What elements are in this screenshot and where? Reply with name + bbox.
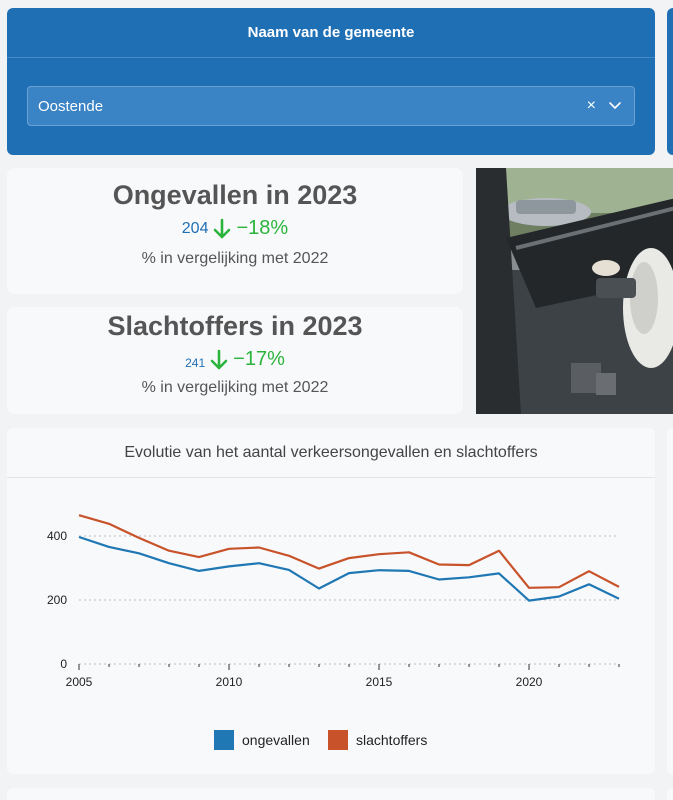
victims-value: 241 [185,355,206,370]
evolution-chart-card: Evolutie van het aantal verkeersongevall… [7,428,655,774]
victims-change: −17% [233,348,285,370]
victims-stat-line: 241 −17% [7,348,463,371]
adjacent-card-edge [667,8,673,155]
accidents-title: Ongevallen in 2023 [112,180,358,210]
victims-title: Slachtoffers in 2023 [107,311,363,341]
chart-title: Evolutie van het aantal verkeersongevall… [7,428,655,478]
chevron-down-icon[interactable] [608,98,622,112]
accidents-stat-line: 204 −18% [7,217,463,240]
series-line-ongevallen [78,535,620,602]
municipality-card-header: Naam van de gemeente [7,8,655,58]
accidents-stat-card: Ongevallen in 2023 204 −18% % in vergeli… [7,168,463,294]
line-chart: 0 200 400 2005 2010 2015 2020 ongevallen slachto… [47,514,620,750]
legend-label-slachtoffers: slachtoffers [356,732,427,748]
adjacent-card-edge [667,788,673,800]
legend-swatch-ongevallen [214,730,234,750]
arrow-down-icon [214,218,231,238]
next-card [7,788,655,800]
accidents-subtitle: % in vergelijking met 2022 [141,250,329,267]
accidents-value: 204 [181,219,209,237]
series-line-slachtoffers [78,514,620,589]
x-tick-label: 2020 [516,675,543,689]
legend-label-ongevallen: ongevallen [242,732,310,748]
x-tick-label: 2010 [216,675,243,689]
accidents-change: −18% [236,217,289,239]
y-tick-label: 400 [47,529,67,543]
adjacent-card-edge [667,428,673,774]
victims-stat-card: Slachtoffers in 2023 241 −17% % in verge… [7,307,463,414]
close-icon[interactable]: × [586,97,596,114]
victims-subtitle: % in vergelijking met 2022 [141,379,329,396]
y-tick-label: 200 [47,593,67,607]
municipality-select[interactable]: Oostende × [27,86,635,126]
x-tick-label: 2005 [66,675,93,689]
municipality-card: Naam van de gemeente Oostende × [7,8,655,155]
y-tick-label: 0 [60,657,67,671]
car-crash-photo [476,168,673,414]
x-tick-label: 2015 [366,675,393,689]
municipality-select-value: Oostende [38,97,104,115]
legend-swatch-slachtoffers [328,730,348,750]
arrow-down-icon [210,349,228,369]
